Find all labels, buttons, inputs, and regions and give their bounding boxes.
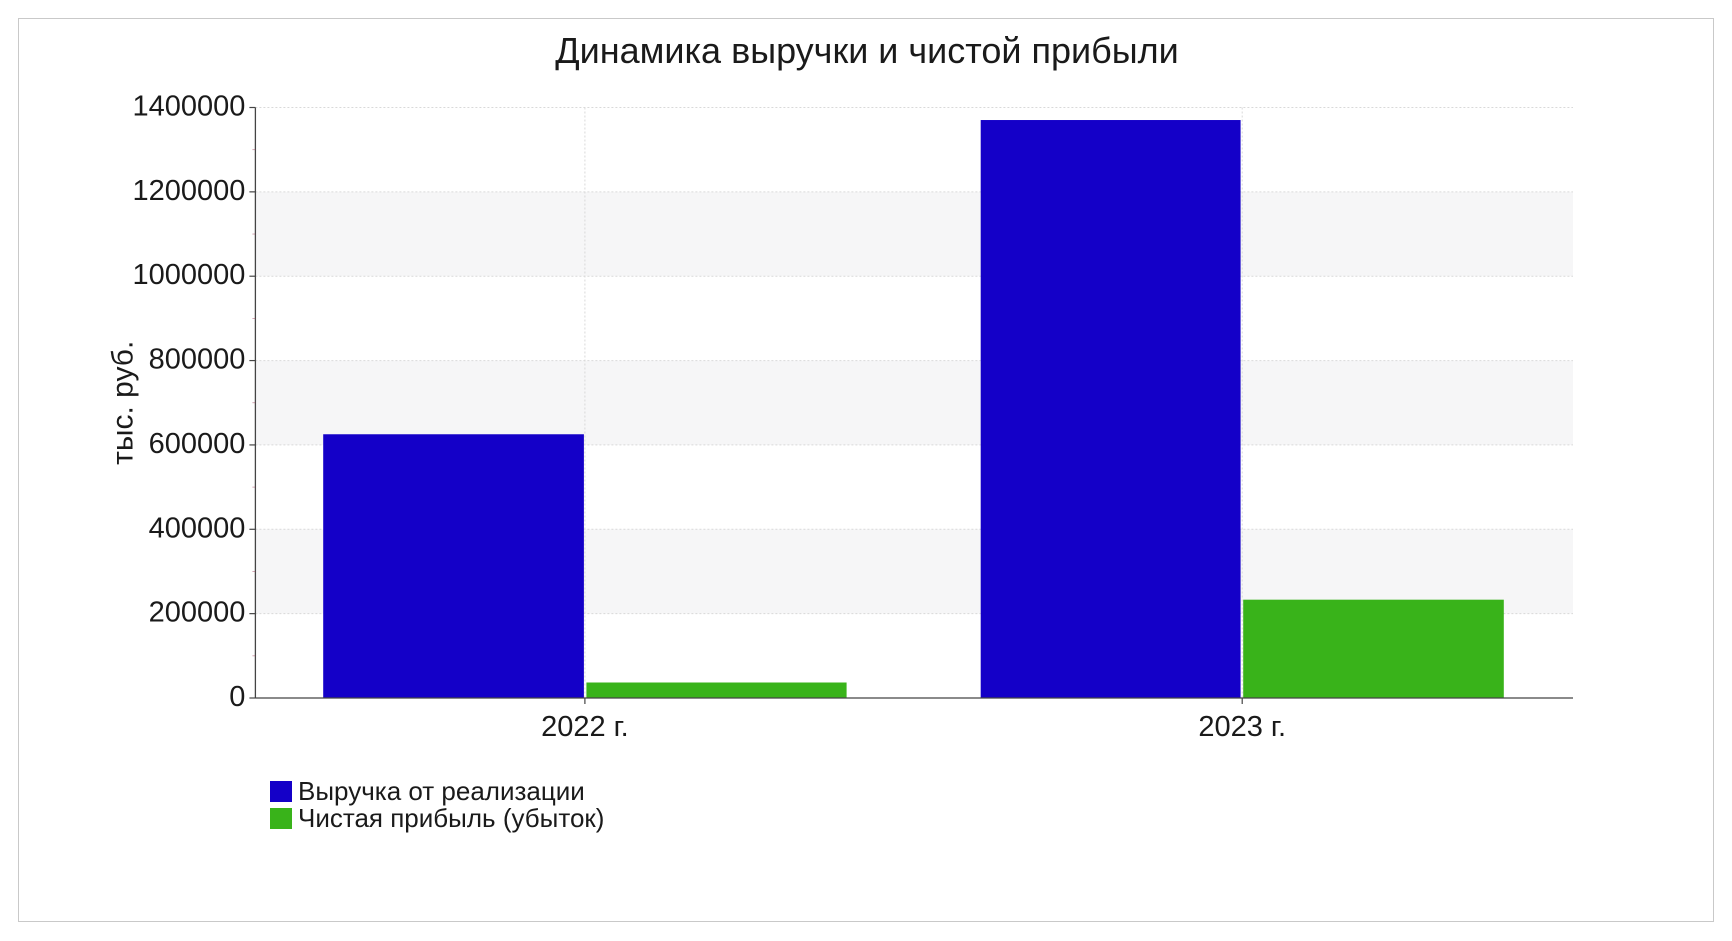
- svg-text:тыс. руб.: тыс. руб.: [107, 341, 140, 465]
- svg-text:800000: 800000: [149, 344, 246, 376]
- svg-text:2023 г.: 2023 г.: [1198, 711, 1286, 743]
- svg-text:1200000: 1200000: [132, 175, 245, 207]
- svg-text:400000: 400000: [149, 512, 246, 544]
- svg-text:200000: 200000: [149, 597, 246, 629]
- svg-text:0: 0: [229, 681, 245, 713]
- svg-text:2022 г.: 2022 г.: [541, 711, 629, 743]
- svg-text:1000000: 1000000: [132, 259, 245, 291]
- svg-text:600000: 600000: [149, 428, 246, 460]
- svg-text:1400000: 1400000: [132, 91, 245, 123]
